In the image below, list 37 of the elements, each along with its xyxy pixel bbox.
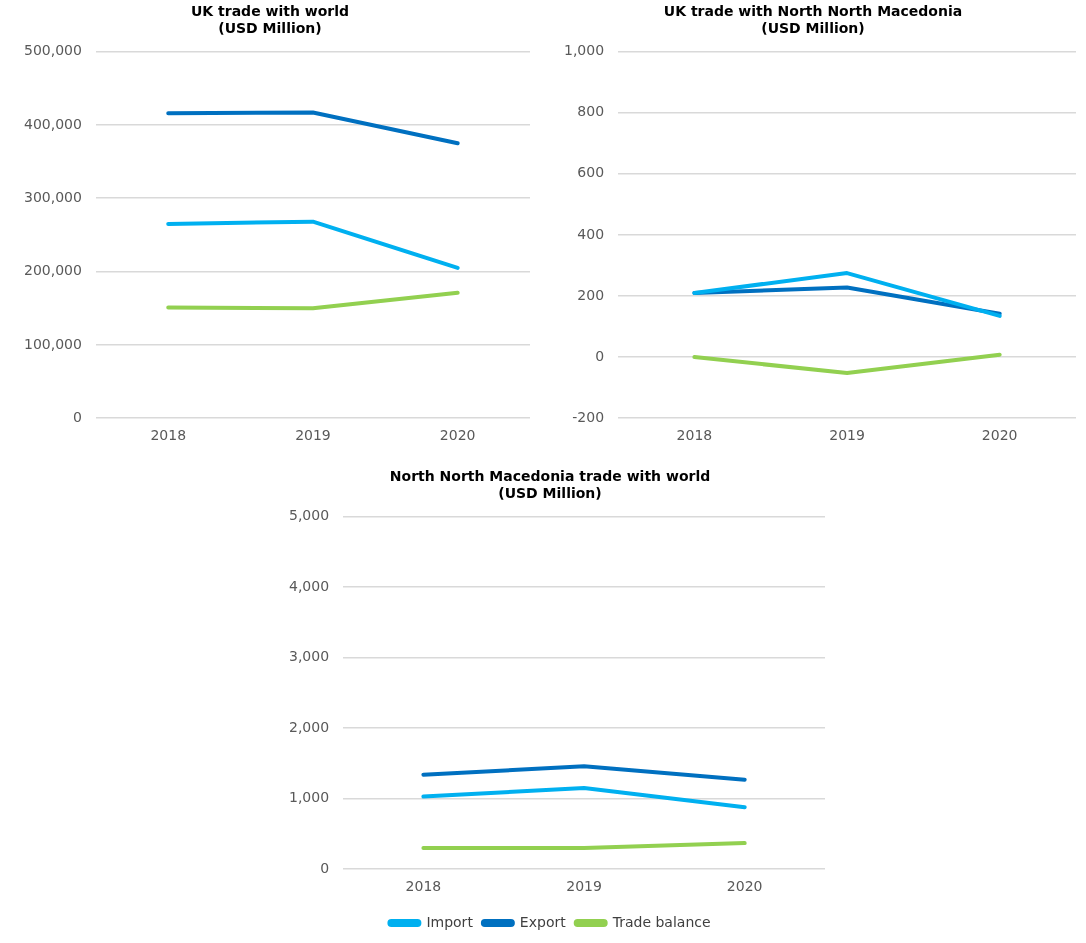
x-tick-label: 2018: [150, 427, 187, 444]
x-tick-label: 2019: [566, 878, 602, 895]
y-tick-label: 300,000: [23, 188, 82, 205]
y-tick-label: 4,000: [288, 577, 330, 594]
y-tick-label: 400: [577, 225, 605, 242]
chart-subtitle: (USD Million): [761, 19, 865, 36]
y-tick-label: 5,000: [288, 507, 330, 524]
x-tick-label: 2018: [676, 427, 713, 444]
y-tick-label: 800: [577, 103, 605, 120]
y-tick-label: 1,000: [563, 42, 605, 59]
legend-label: Import: [426, 913, 474, 930]
y-tick-label: 200,000: [23, 262, 82, 279]
x-tick-label: 2019: [295, 427, 331, 444]
legend-label: Export: [519, 913, 567, 930]
chart-title: UK trade with North North Macedonia: [663, 3, 963, 20]
chart-subtitle: (USD Million): [498, 484, 602, 501]
y-tick-label: 3,000: [288, 648, 330, 665]
y-tick-label: -200: [572, 408, 605, 425]
y-tick-label: 0: [320, 859, 330, 876]
y-tick-label: 500,000: [23, 42, 82, 59]
chart-subtitle: (USD Million): [218, 19, 322, 36]
y-tick-label: 1,000: [288, 789, 330, 806]
legend-label: Trade balance: [611, 913, 711, 930]
y-tick-label: 0: [595, 347, 605, 364]
x-tick-label: 2020: [439, 427, 476, 444]
x-tick-label: 2020: [981, 427, 1018, 444]
y-tick-label: 100,000: [23, 335, 82, 352]
x-tick-label: 2019: [829, 427, 865, 444]
x-tick-label: 2020: [726, 878, 763, 895]
y-tick-label: 400,000: [23, 115, 82, 132]
x-tick-label: 2018: [405, 878, 442, 895]
chart-title: North North Macedonia trade with world: [389, 468, 711, 485]
y-tick-label: 2,000: [288, 718, 330, 735]
y-tick-label: 600: [577, 164, 605, 181]
chart-title: UK trade with world: [190, 3, 350, 20]
y-tick-label: 0: [72, 408, 82, 425]
y-tick-label: 200: [577, 286, 605, 303]
